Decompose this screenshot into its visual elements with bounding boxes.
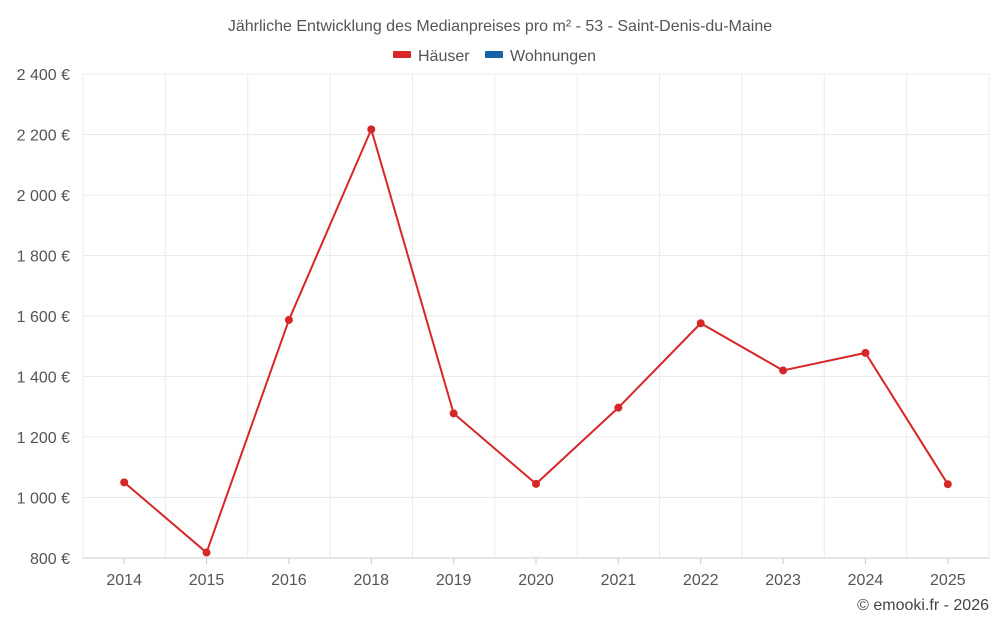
y-tick-label: 1 000 € (17, 491, 70, 508)
y-tick-label: 2 000 € (17, 188, 70, 205)
data-point[interactable] (367, 125, 376, 134)
data-point[interactable] (532, 479, 540, 488)
x-tick-label: 2024 (848, 572, 884, 589)
y-tick-label: 800 € (30, 551, 70, 568)
data-point[interactable] (614, 403, 623, 412)
y-tick-label: 1 400 € (17, 370, 70, 387)
data-point[interactable] (284, 315, 293, 324)
legend-item-wohnungen[interactable]: Wohnungen (485, 48, 596, 65)
credit-text: © emooki.fr - 2026 (857, 597, 989, 614)
y-tick-label: 1 600 € (17, 309, 70, 326)
legend-label-wohnungen: Wohnungen (510, 48, 596, 65)
data-point[interactable] (779, 366, 788, 375)
x-axis: 2014 2015 2016 2018 2019 2020 2021 2022 2023 2024… (83, 557, 989, 589)
x-tick-label: 2019 (436, 572, 472, 589)
chart-title: Jährliche Entwicklung des Medianpreises … (228, 18, 772, 35)
data-point[interactable] (120, 478, 129, 487)
y-tick-label: 1 200 € (17, 430, 70, 447)
x-tick-label: 2022 (683, 572, 719, 589)
y-axis: 800 € 1 000 € 1 200 € 1 400 € 1 600 € 1 800 €… (17, 67, 70, 568)
data-point[interactable] (861, 348, 870, 357)
x-tick-label: 2021 (601, 572, 637, 589)
x-tick-label: 2018 (353, 572, 389, 589)
legend-item-haeuser[interactable]: Häuser (393, 48, 470, 65)
legend-swatch-wohnungen (485, 51, 503, 58)
gridlines (82, 73, 990, 558)
data-point[interactable] (449, 409, 458, 418)
y-tick-label: 1 800 € (17, 249, 70, 266)
x-tick-label: 2023 (765, 572, 801, 589)
legend-label-haeuser: Häuser (418, 48, 470, 65)
data-point[interactable] (696, 319, 705, 328)
x-tick-label: 2015 (189, 572, 225, 589)
data-point[interactable] (943, 480, 952, 489)
y-tick-label: 2 400 € (17, 67, 70, 84)
x-tick-label: 2025 (930, 572, 966, 589)
legend-swatch-haeuser (393, 51, 411, 58)
data-point[interactable] (202, 548, 211, 557)
y-tick-label: 2 200 € (17, 128, 70, 145)
series-haeuser (120, 125, 952, 557)
x-tick-label: 2014 (106, 572, 142, 589)
x-tick-label: 2016 (271, 572, 307, 589)
x-tick-label: 2020 (518, 572, 554, 589)
legend: Häuser Wohnungen (393, 48, 596, 65)
